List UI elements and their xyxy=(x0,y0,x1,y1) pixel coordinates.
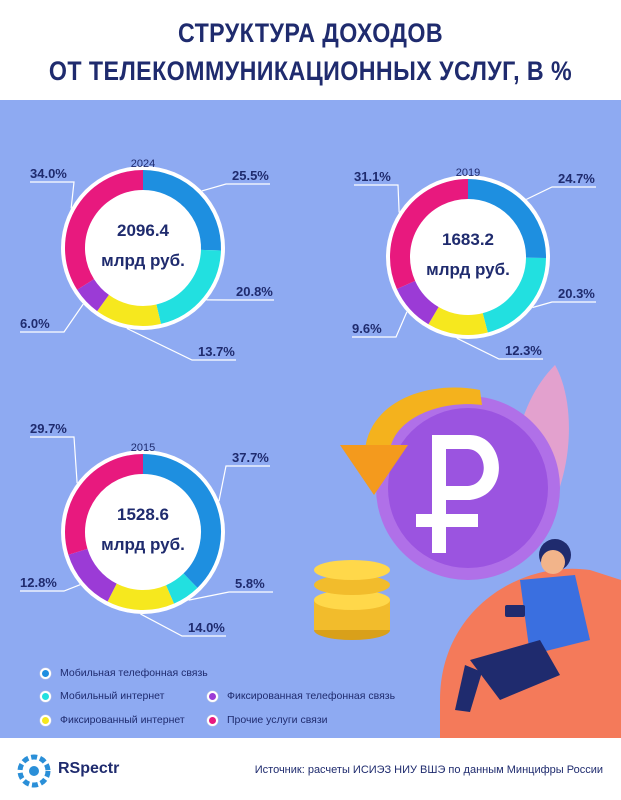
donut-slice xyxy=(68,548,118,602)
chart-total-label: 2096.4 млрд руб. xyxy=(68,216,218,276)
donut-slice xyxy=(396,280,439,325)
total-unit: млрд руб. xyxy=(101,535,185,554)
legend-item-other: Прочие услуги связи xyxy=(207,714,328,726)
leader-line xyxy=(140,613,226,637)
brand-name: RSpectr xyxy=(58,760,120,777)
slice-data-label: 31.1% xyxy=(354,169,391,184)
slice-data-label: 5.8% xyxy=(235,576,265,591)
leader-line xyxy=(201,183,270,192)
donut-slice xyxy=(428,306,488,335)
leader-line xyxy=(30,436,78,484)
donut-chart-2024: 25.5% 20.8% 13.7% 6.0% 34.0% 2024 xyxy=(20,158,274,361)
total-unit: млрд руб. xyxy=(101,251,185,270)
footer: RSpectr Источник: расчеты ИСИЭЗ НИУ ВШЭ … xyxy=(0,738,621,800)
coin-stack-icon xyxy=(314,560,390,640)
legend-item-fixed-internet: Фиксированный интернет xyxy=(40,714,185,726)
leader-line xyxy=(532,301,596,309)
donut-slice xyxy=(390,179,469,290)
legend-item-mobile-voice: Мобильная телефонная связь xyxy=(40,667,208,679)
leader-line xyxy=(30,181,75,209)
donut-background xyxy=(61,166,225,330)
donut-slice xyxy=(467,179,546,259)
donut-chart-2015: 37.7% 5.8% 14.0% 12.8% 29.7% 2015 xyxy=(20,421,273,637)
total-value: 2096.4 xyxy=(117,221,169,240)
total-unit: млрд руб. xyxy=(426,260,510,279)
donut-slice xyxy=(65,170,144,290)
leader-line xyxy=(354,184,400,213)
leader-line xyxy=(352,311,408,338)
slice-data-label: 12.3% xyxy=(505,343,542,358)
donut-slice xyxy=(165,573,198,604)
slice-data-label: 37.7% xyxy=(232,450,269,465)
page-title-line-1: СТРУКТУРА ДОХОДОВ xyxy=(177,18,444,48)
donut-slice xyxy=(107,583,174,610)
chart-panel: 25.5% 20.8% 13.7% 6.0% 34.0% 2024 24.7% 20.3% 12… xyxy=(0,100,621,738)
ruble-illustration xyxy=(314,365,621,738)
chart-year-label: 2024 xyxy=(131,158,155,170)
donut-background xyxy=(386,175,550,339)
person-icon xyxy=(455,539,590,712)
slice-data-label: 13.7% xyxy=(198,344,235,359)
legend-dot-icon xyxy=(40,714,51,726)
slice-data-label: 14.0% xyxy=(188,620,225,635)
legend-dot-icon xyxy=(40,667,51,679)
legend-label: Мобильная телефонная связь xyxy=(60,667,208,679)
total-value: 1528.6 xyxy=(117,505,169,524)
slice-data-label: 34.0% xyxy=(30,166,67,181)
legend-label: Фиксированная телефонная связь xyxy=(227,690,396,702)
slice-data-label: 12.8% xyxy=(20,575,57,590)
donut-slice xyxy=(77,278,110,312)
legend-label: Фиксированный интернет xyxy=(60,714,185,726)
chart-total-label: 1683.2 млрд руб. xyxy=(393,225,543,285)
leader-line xyxy=(456,337,543,360)
donut-slice xyxy=(482,257,546,333)
legend-dot-icon xyxy=(207,714,218,726)
legend-dot-icon xyxy=(207,690,218,702)
chart-year-label: 2015 xyxy=(131,442,155,454)
donut-charts: 25.5% 20.8% 13.7% 6.0% 34.0% 2024 24.7% 20.3% 12… xyxy=(20,158,596,637)
legend-label: Прочие услуги связи xyxy=(227,714,328,726)
slice-data-label: 9.6% xyxy=(352,321,382,336)
leader-line xyxy=(188,591,273,601)
slice-data-label: 24.7% xyxy=(558,171,595,186)
header: СТРУКТУРА ДОХОДОВ ОТ ТЕЛЕКОММУНИКАЦИОННЫ… xyxy=(0,0,621,100)
donut-chart-2019: 24.7% 20.3% 12.3% 9.6% 31.1% 2019 xyxy=(352,167,596,360)
slice-data-label: 25.5% xyxy=(232,168,269,183)
slice-data-label: 29.7% xyxy=(30,421,67,436)
rspectr-logo-icon xyxy=(17,754,51,788)
leader-line xyxy=(20,303,84,333)
donut-background xyxy=(61,450,225,614)
legend-item-fixed-voice: Фиксированная телефонная связь xyxy=(207,690,395,702)
leader-line xyxy=(218,465,270,502)
donut-slice xyxy=(142,170,221,251)
ruble-sign-icon xyxy=(416,435,499,553)
slice-data-label: 20.8% xyxy=(236,284,273,299)
leader-line xyxy=(20,584,81,592)
donut-slice xyxy=(142,454,221,588)
leader-line xyxy=(526,186,596,200)
chart-year-label: 2019 xyxy=(456,167,480,179)
legend-dot-icon xyxy=(40,690,51,702)
arrow-icon xyxy=(365,387,482,450)
donut-slice xyxy=(65,454,144,555)
page-title-line-2: ОТ ТЕЛЕКОММУНИКАЦИОННЫХ УСЛУГ, В % xyxy=(48,56,573,86)
slice-data-label: 20.3% xyxy=(558,286,595,301)
slice-data-label: 6.0% xyxy=(20,316,50,331)
total-value: 1683.2 xyxy=(442,230,494,249)
chart-total-label: 1528.6 млрд руб. xyxy=(68,500,218,560)
leader-line xyxy=(126,327,236,361)
legend-label: Мобильный интернет xyxy=(60,690,165,702)
source-note: Источник: расчеты ИСИЭЗ НИУ ВШЭ по данны… xyxy=(254,764,603,776)
donut-slice xyxy=(97,294,161,326)
legend-item-mobile-internet: Мобильный интернет xyxy=(40,690,164,702)
donut-slice xyxy=(155,249,221,324)
